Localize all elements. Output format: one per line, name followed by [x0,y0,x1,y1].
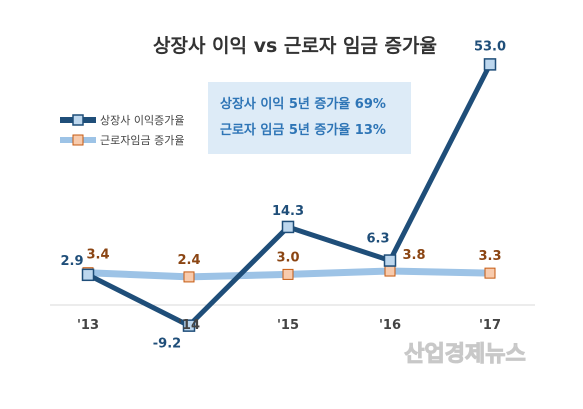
summary-note: 상장사 이익 5년 증가율 69% 근로자 임금 5년 증가율 13% [208,82,411,154]
data-label-wage-0: 3.4 [86,248,109,263]
data-label-profit-3: 6.3 [366,232,389,247]
marker-profit-3 [383,254,397,267]
data-labels: 2.9 -9.2 14.3 6.3 53.0 3.4 2.4 3.0 3.8 3.3 [60,39,506,351]
data-label-wage-3: 3.8 [402,248,425,263]
data-label-profit-1: -9.2 [153,337,181,352]
legend-marker-wage [72,134,84,146]
marker-profit-4 [483,58,497,71]
marker-wage-3 [384,265,396,277]
data-label-wage-1: 2.4 [177,253,200,268]
summary-note-line1: 상장사 이익 5년 증가율 69% [220,96,386,112]
legend-label-profit: 상장사 이익증가율 [100,114,184,127]
watermark-logo: 산업경제뉴스 [404,342,525,367]
data-label-wage-4: 3.3 [478,249,501,264]
data-label-wage-2: 3.0 [276,250,299,265]
marker-wage-1 [183,271,195,283]
legend-label-wage: 근로자임금 증가율 [100,134,184,147]
summary-note-line2: 근로자 임금 5년 증가율 13% [220,122,386,138]
x-tick-labels: '13 '14 '15 '16 '17 [77,318,501,333]
x-tick-label-0: '13 [77,318,99,333]
marker-wage-2 [282,268,294,280]
marker-profit-1 [182,319,196,332]
data-label-profit-4: 53.0 [474,39,506,54]
x-tick-label-4: '17 [479,318,501,333]
legend-marker-profit [72,114,84,126]
x-tick-label-3: '16 [379,318,401,333]
marker-profit-0 [81,268,95,282]
marker-profit-2 [281,220,295,234]
data-label-profit-0: 2.9 [60,254,83,269]
data-label-profit-2: 14.3 [272,204,304,219]
x-tick-label-1: '14 [178,318,200,333]
summary-note-box [208,82,411,154]
series-markers [81,58,497,332]
chart-title: 상장사 이익 vs 근로자 임금 증가율 [153,35,437,57]
x-tick-label-2: '15 [277,318,299,333]
marker-wage-4 [484,267,496,279]
legend: 상장사 이익증가율 근로자임금 증가율 [60,114,184,147]
